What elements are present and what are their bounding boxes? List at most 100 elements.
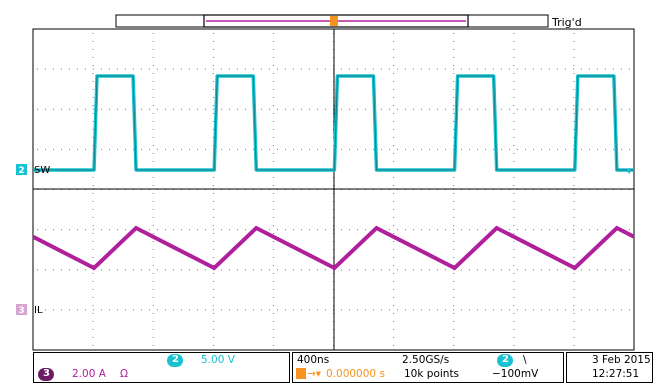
grid-dot xyxy=(61,148,62,150)
grid-dot xyxy=(513,265,515,266)
grid-dot xyxy=(152,105,154,106)
grid-dot xyxy=(149,269,150,271)
grid-dot xyxy=(453,68,454,70)
grid-dot xyxy=(141,309,142,311)
grid-dot xyxy=(453,241,455,242)
grid-dot xyxy=(517,108,518,110)
grid-dot xyxy=(272,281,274,282)
grid-dot xyxy=(85,68,86,70)
grid-dot xyxy=(212,337,214,338)
grid-dot xyxy=(152,209,154,210)
grid-dot xyxy=(77,108,78,110)
grid-dot xyxy=(285,229,286,231)
grid-dot xyxy=(393,313,395,314)
trigger-position-marker-top[interactable] xyxy=(330,16,338,26)
grid-dot xyxy=(393,193,395,194)
timebase-readout-panel[interactable] xyxy=(292,352,564,383)
grid-dot xyxy=(272,233,274,234)
grid-dot xyxy=(229,229,230,231)
ch3-label: IL xyxy=(34,305,43,316)
grid-dot xyxy=(253,68,254,70)
grid-dot xyxy=(373,148,374,150)
grid-dot xyxy=(485,269,486,271)
grid-dot xyxy=(513,225,515,226)
grid-dot xyxy=(293,269,294,271)
grid-dot xyxy=(197,269,198,271)
grid-dot xyxy=(513,137,515,138)
grid-dot xyxy=(413,68,414,70)
grid-dot xyxy=(421,148,422,150)
grid-dot xyxy=(92,217,94,218)
grid-dot xyxy=(53,309,54,311)
grid-dot xyxy=(389,68,390,70)
grid-dot xyxy=(513,201,515,202)
grid-dot xyxy=(605,269,606,271)
grid-dot xyxy=(573,217,575,218)
channel-readout-panel[interactable] xyxy=(33,352,290,383)
grid-dot xyxy=(541,309,542,311)
ch2-scale-value: 5.00 V xyxy=(201,354,235,366)
ch2-scale-badge[interactable] xyxy=(167,354,183,367)
grid-dot xyxy=(509,108,510,110)
grid-dot xyxy=(513,241,515,242)
grid-dot xyxy=(221,68,222,70)
trigger-source-badge[interactable] xyxy=(497,354,513,367)
grid-dot xyxy=(421,309,422,311)
grid-dot xyxy=(229,269,230,271)
grid-dot xyxy=(272,257,274,258)
grid-dot xyxy=(212,105,214,106)
grid-dot xyxy=(437,68,438,70)
grid-dot xyxy=(573,113,575,114)
grid-dot xyxy=(157,108,158,110)
grid-dot xyxy=(541,68,542,70)
grid-dot xyxy=(397,229,398,231)
grid-dot xyxy=(92,281,94,282)
grid-dot xyxy=(581,309,582,311)
trigger-level-arrow-icon[interactable] xyxy=(626,168,630,174)
grid-dot xyxy=(277,229,278,231)
grid-dot xyxy=(501,148,502,150)
grid-dot xyxy=(573,209,575,210)
grid-dot xyxy=(493,269,494,271)
grid-dot xyxy=(485,68,486,70)
grid-dot xyxy=(469,309,470,311)
grid-dot xyxy=(152,321,154,322)
grid-dot xyxy=(245,269,246,271)
grid-dot xyxy=(261,148,262,150)
grid-dot xyxy=(573,289,575,290)
ch3-ground-marker[interactable] xyxy=(16,304,27,315)
grid-dot xyxy=(393,177,395,178)
grid-dot xyxy=(212,121,214,122)
grid-dot xyxy=(141,148,142,150)
grid-dot xyxy=(109,269,110,271)
grid-dot xyxy=(381,148,382,150)
grid-dot xyxy=(157,148,158,150)
grid-dot xyxy=(152,337,154,338)
grid-dot xyxy=(272,161,274,162)
ch3-scale-badge[interactable] xyxy=(38,368,54,381)
grid-dot xyxy=(485,148,486,150)
grid-dot xyxy=(573,33,575,34)
grid-dot xyxy=(205,148,206,150)
grid-dot xyxy=(461,229,462,231)
grid-dot xyxy=(573,233,575,234)
grid-dot xyxy=(405,229,406,231)
grid-dot xyxy=(253,309,254,311)
grid-dot xyxy=(101,108,102,110)
grid-dot xyxy=(152,89,154,90)
grid-dot xyxy=(189,269,190,271)
ch2-ground-marker[interactable] xyxy=(16,164,27,175)
grid-dot xyxy=(117,269,118,271)
grid-dot xyxy=(212,313,214,314)
grid-dot xyxy=(117,108,118,110)
grid-dot xyxy=(513,41,515,42)
grid-dot xyxy=(341,68,342,70)
grid-dot xyxy=(393,185,395,186)
grid-dot xyxy=(581,229,582,231)
trigger-delay-icon xyxy=(296,368,306,379)
grid-dot xyxy=(513,305,515,306)
grid-dot xyxy=(301,108,302,110)
grid-dot xyxy=(341,269,342,271)
grid-dot xyxy=(453,289,455,290)
grid-dot xyxy=(212,73,214,74)
